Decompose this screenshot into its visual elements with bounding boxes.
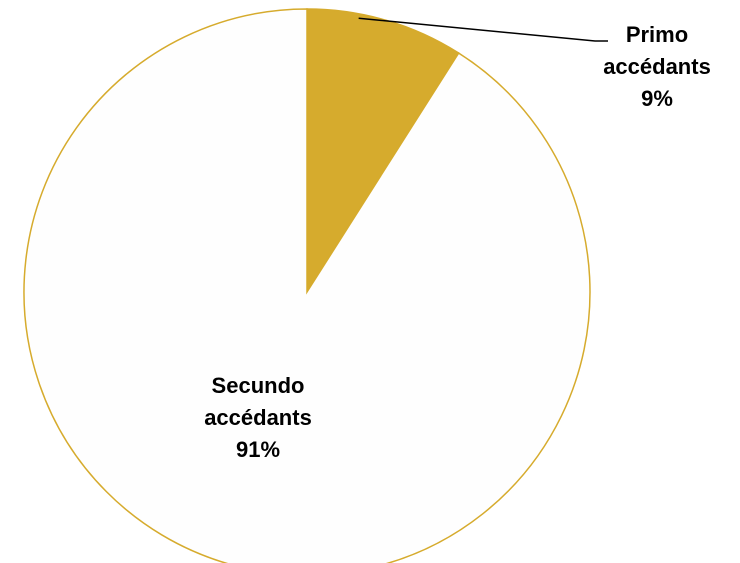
data-label-primo: Primo accédants 9% [603,22,711,111]
data-label-line: 9% [641,86,673,111]
data-label-secundo: Secundo accédants 91% [204,373,312,462]
data-label-line: accédants [603,54,711,79]
leader-line-primo [358,17,608,42]
data-label-line: Primo [626,22,688,47]
data-label-line: 91% [236,437,280,462]
pie-slice-secundo [23,8,591,563]
data-label-line: accédants [204,405,312,430]
data-label-line: Secundo [212,373,305,398]
